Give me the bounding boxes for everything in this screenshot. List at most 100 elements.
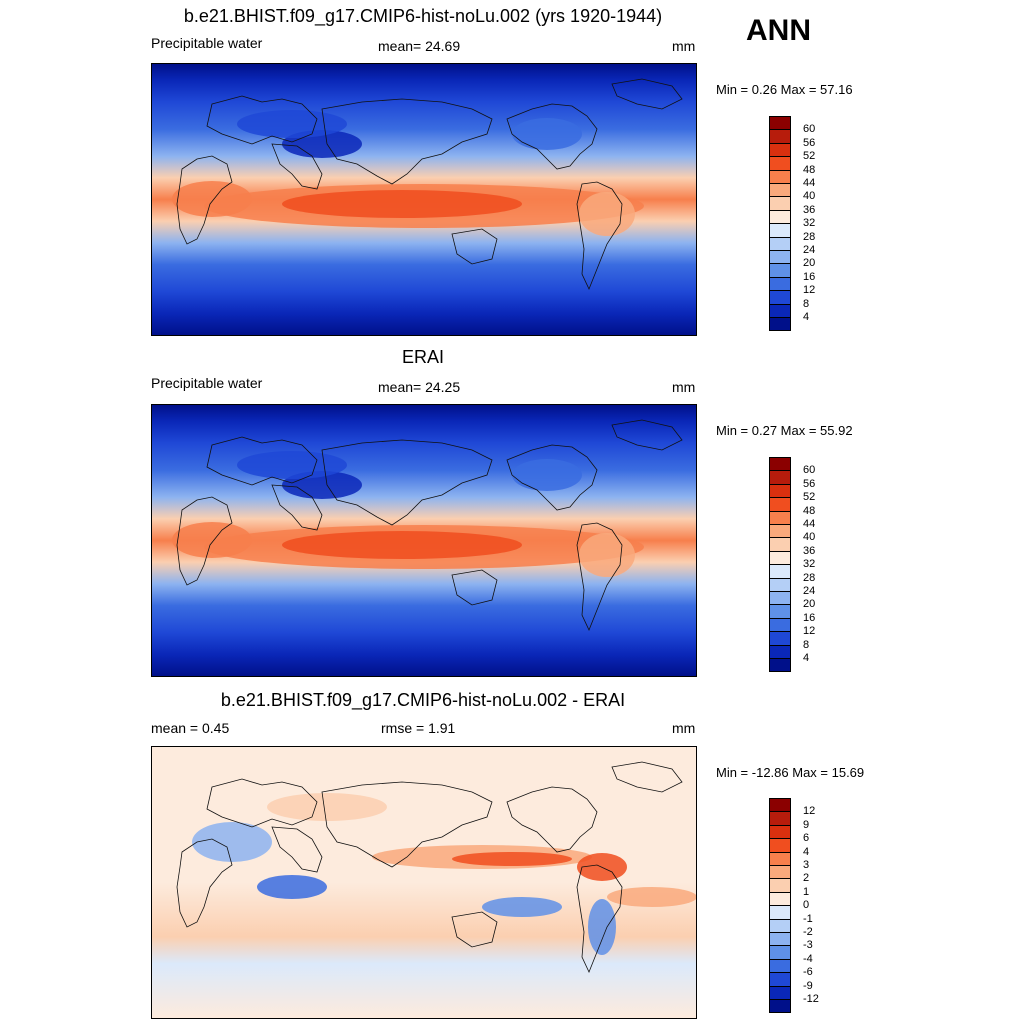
colorbar-swatch bbox=[769, 457, 791, 472]
season-label: ANN bbox=[746, 14, 811, 47]
colorbar-tick-label: 60 bbox=[803, 464, 816, 477]
coastline bbox=[576, 522, 623, 632]
colorbar-swatch bbox=[769, 263, 791, 278]
panel-3-map bbox=[151, 746, 697, 1019]
colorbar-swatch bbox=[769, 142, 791, 158]
colorbar-tick-label: 1 bbox=[803, 885, 810, 898]
colorbar-tick-label: 48 bbox=[803, 163, 816, 176]
field-contour-region bbox=[237, 110, 347, 138]
colorbar-tick-label: 9 bbox=[803, 818, 810, 831]
coastline bbox=[176, 838, 233, 928]
colorbar-swatch bbox=[769, 317, 791, 332]
colorbar-swatch bbox=[769, 183, 791, 198]
panel-3-mean: mean = 0.45 bbox=[151, 720, 230, 736]
colorbar-swatch bbox=[769, 510, 791, 525]
colorbar-swatch bbox=[769, 250, 791, 265]
panel-2-title: ERAI bbox=[401, 347, 444, 367]
colorbar-tick-label: 32 bbox=[803, 217, 816, 230]
colorbar-tick-label: 36 bbox=[803, 544, 816, 557]
colorbar-swatch bbox=[769, 524, 791, 539]
coastline bbox=[451, 228, 498, 265]
coastline bbox=[206, 436, 318, 486]
colorbar-tick-label: -6 bbox=[803, 966, 813, 979]
field-contour-region bbox=[257, 875, 327, 899]
colorbar-swatch bbox=[769, 838, 791, 853]
field-contour-region bbox=[267, 793, 387, 821]
colorbar-swatch bbox=[769, 891, 791, 907]
colorbar-swatch bbox=[769, 169, 791, 184]
colorbar-tick-label: 28 bbox=[803, 230, 816, 243]
panel-2-left-label: Precipitable water bbox=[151, 375, 263, 391]
panel-1-minmax: Min = 0.26 Max = 57.16 bbox=[716, 82, 853, 97]
colorbar-tick-label: 4 bbox=[803, 845, 810, 858]
field-contour-region bbox=[452, 852, 572, 866]
colorbar-swatch bbox=[769, 631, 791, 646]
coastline bbox=[506, 444, 598, 511]
field-background bbox=[152, 747, 696, 1018]
colorbar-tick-label: 28 bbox=[803, 571, 816, 584]
coastline bbox=[611, 78, 683, 110]
colorbar-swatch bbox=[769, 851, 791, 866]
colorbar-swatch bbox=[769, 303, 791, 318]
colorbar-swatch bbox=[769, 196, 791, 211]
colorbar-tick-label: 24 bbox=[803, 244, 816, 256]
colorbar-swatch bbox=[769, 811, 791, 826]
field-contour-region bbox=[607, 887, 696, 907]
colorbar-tick-label: 12 bbox=[803, 625, 816, 638]
colorbar-swatch bbox=[769, 878, 791, 893]
coastline bbox=[321, 98, 493, 185]
field-contour-region bbox=[512, 459, 582, 491]
colorbar-tick-label: 4 bbox=[803, 311, 810, 323]
colorbar-tick-label: 60 bbox=[803, 123, 816, 136]
colorbar-swatch bbox=[769, 865, 791, 880]
field-contour-region bbox=[588, 899, 616, 955]
colorbar-swatch bbox=[769, 617, 791, 633]
colorbar-swatch bbox=[769, 918, 791, 933]
field-contour-region bbox=[512, 118, 582, 150]
field-contour-region bbox=[482, 897, 562, 917]
colorbar-swatch bbox=[769, 905, 791, 920]
panel-2-units: mm bbox=[672, 379, 696, 395]
colorbar-swatch bbox=[769, 497, 791, 512]
colorbar-swatch bbox=[769, 290, 791, 305]
colorbar-swatch bbox=[769, 483, 791, 499]
colorbar-tick-label: 8 bbox=[803, 297, 810, 310]
panel-1-map bbox=[151, 63, 697, 336]
panel-1-title: b.e21.BHIST.f09_g17.CMIP6-hist-noLu.002 … bbox=[183, 6, 663, 26]
panel-1-units: mm bbox=[672, 38, 696, 54]
panel-3-rmse: rmse = 1.91 bbox=[381, 720, 456, 736]
colorbar-tick-label: 44 bbox=[803, 177, 816, 189]
colorbar-tick-label: 56 bbox=[803, 477, 816, 490]
field-contour-region bbox=[579, 533, 635, 577]
colorbar-tick-label: 56 bbox=[803, 136, 816, 149]
colorbar-swatch bbox=[769, 658, 791, 673]
colorbar-tick-label: -1 bbox=[803, 912, 813, 925]
coastline bbox=[176, 496, 233, 586]
colorbar-swatch bbox=[769, 223, 791, 238]
colorbar-swatch bbox=[769, 209, 791, 225]
colorbar-swatch bbox=[769, 932, 791, 947]
coastline bbox=[506, 786, 598, 853]
colorbar-swatch bbox=[769, 591, 791, 606]
colorbar-swatch bbox=[769, 824, 791, 840]
field-contour-region bbox=[172, 522, 252, 558]
coastline bbox=[206, 95, 318, 145]
colorbar-tick-label: 2 bbox=[803, 872, 810, 885]
field-contour-region bbox=[579, 192, 635, 236]
field-contour-region bbox=[282, 190, 522, 218]
colorbar-swatch bbox=[769, 972, 791, 987]
colorbar-swatch bbox=[769, 550, 791, 566]
colorbar-tick-label: 12 bbox=[803, 284, 816, 297]
field-contour-region bbox=[172, 181, 252, 217]
colorbar-tick-label: 0 bbox=[803, 899, 810, 912]
field-contour-region bbox=[237, 451, 347, 479]
colorbar-tick-label: 40 bbox=[803, 190, 816, 203]
colorbar-swatch bbox=[769, 985, 791, 1000]
coastline bbox=[576, 181, 623, 291]
panel-2-mean: mean= 24.25 bbox=[378, 379, 461, 395]
coastline bbox=[576, 864, 623, 974]
colorbar-swatch bbox=[769, 236, 791, 251]
coastline bbox=[176, 155, 233, 245]
coastline bbox=[271, 484, 323, 531]
colorbar-swatch bbox=[769, 958, 791, 974]
